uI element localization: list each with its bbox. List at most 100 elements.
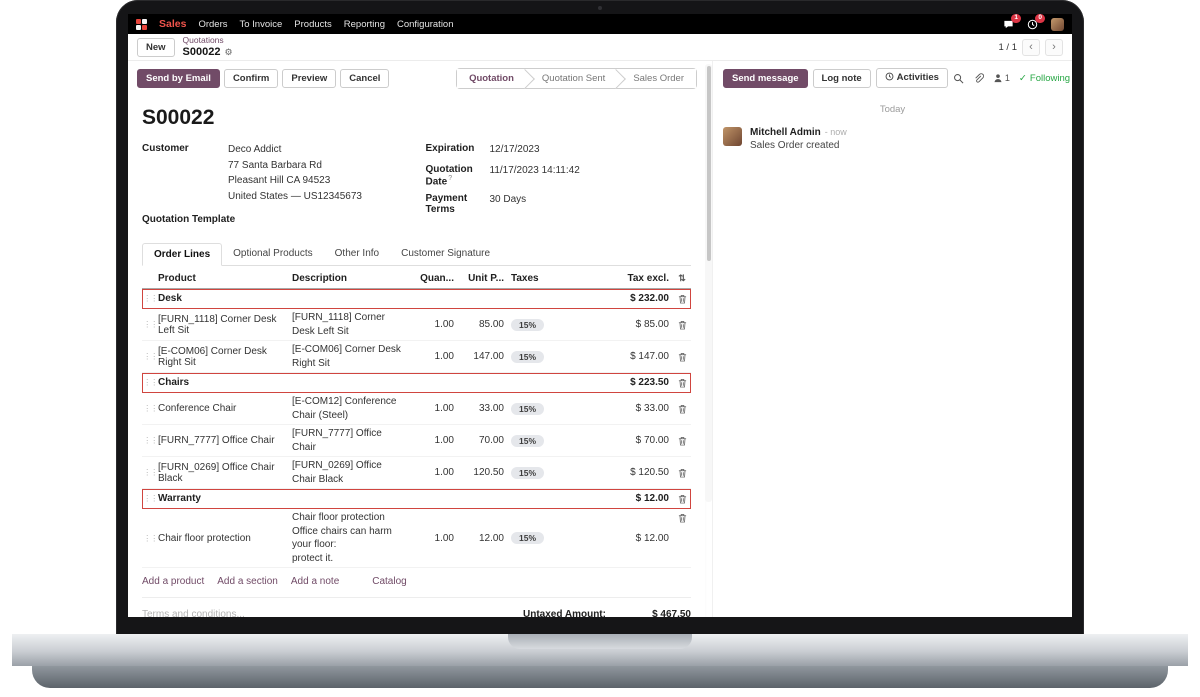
menu-products[interactable]: Products — [294, 18, 332, 30]
cell-description[interactable]: [E-COM06] Corner Desk Right Sit — [292, 344, 401, 369]
column-options-icon[interactable]: ⇅ — [678, 273, 686, 283]
delete-row-icon[interactable] — [673, 352, 691, 362]
delete-row-icon[interactable] — [673, 468, 691, 478]
cell-product[interactable]: [FURN_1118] Corner Desk Left Sit — [158, 313, 277, 336]
tab-other-info[interactable]: Other Info — [334, 248, 380, 259]
cell-unit-price[interactable]: 85.00 — [478, 319, 504, 330]
cell-quantity[interactable]: 1.00 — [434, 319, 454, 330]
drag-handle-icon[interactable]: ⋮⋮ — [143, 493, 159, 503]
section-row-desk[interactable]: ⋮⋮ Desk $ 232.00 — [142, 289, 691, 309]
header-tax-excl[interactable]: Tax excl. — [627, 273, 669, 284]
section-row-chairs[interactable]: ⋮⋮ Chairs $ 223.50 — [142, 373, 691, 393]
new-button[interactable]: New — [137, 37, 175, 57]
delete-row-icon[interactable] — [673, 494, 691, 504]
log-note-button[interactable]: Log note — [812, 68, 871, 88]
apps-grid-icon[interactable] — [136, 18, 147, 30]
user-avatar[interactable] — [1051, 17, 1064, 31]
delete-row-icon[interactable] — [673, 378, 691, 388]
app-name[interactable]: Sales — [159, 18, 187, 30]
tab-customer-signature[interactable]: Customer Signature — [401, 248, 491, 259]
header-unit-price[interactable]: Unit P... — [468, 273, 504, 284]
table-row[interactable]: ⋮⋮ [FURN_1118] Corner Desk Left Sit [FUR… — [142, 309, 691, 341]
add-note-link[interactable]: Add a note — [290, 576, 340, 587]
drag-handle-icon[interactable]: ⋮⋮ — [143, 293, 159, 303]
scrollbar-thumb[interactable] — [706, 66, 711, 261]
attachment-icon[interactable] — [973, 72, 984, 84]
tab-order-lines[interactable]: Order Lines — [142, 243, 223, 266]
header-description[interactable]: Description — [292, 273, 348, 284]
add-section-link[interactable]: Add a section — [217, 576, 278, 587]
header-taxes[interactable]: Taxes — [511, 273, 539, 284]
delete-row-icon[interactable] — [673, 404, 691, 414]
cell-unit-price[interactable]: 120.50 — [473, 467, 504, 478]
cell-product[interactable]: [FURN_0269] Office Chair Black — [158, 461, 275, 484]
quotation-date-value[interactable]: 11/17/2023 14:11:42 — [489, 164, 580, 176]
menu-to-invoice[interactable]: To Invoice — [239, 18, 283, 30]
catalog-link[interactable]: Catalog — [372, 576, 407, 587]
table-row[interactable]: ⋮⋮ [E-COM06] Corner Desk Right Sit [E-CO… — [142, 341, 691, 373]
section-name[interactable]: Desk — [158, 293, 182, 304]
cell-product[interactable]: [FURN_7777] Office Chair — [158, 435, 275, 446]
cell-quantity[interactable]: 1.00 — [434, 532, 454, 544]
table-row[interactable]: ⋮⋮ Chair floor protection Chair floor pr… — [142, 509, 691, 568]
tax-badge[interactable]: 15% — [511, 434, 545, 447]
delete-row-icon[interactable] — [673, 294, 691, 304]
drag-handle-icon[interactable]: ⋮⋮ — [143, 319, 159, 329]
cell-quantity[interactable]: 1.00 — [434, 435, 454, 446]
drag-handle-icon[interactable]: ⋮⋮ — [143, 532, 159, 543]
drag-handle-icon[interactable]: ⋮⋮ — [143, 403, 159, 413]
cell-description[interactable]: [FURN_1118] Corner Desk Left Sit — [292, 312, 385, 337]
add-product-link[interactable]: Add a product — [142, 576, 205, 587]
menu-configuration[interactable]: Configuration — [396, 18, 454, 30]
tab-optional-products[interactable]: Optional Products — [233, 248, 313, 259]
send-message-button[interactable]: Send message — [723, 68, 808, 88]
cell-quantity[interactable]: 1.00 — [434, 467, 454, 478]
cell-unit-price[interactable]: 147.00 — [473, 351, 504, 362]
preview-button[interactable]: Preview — [282, 69, 337, 88]
drag-handle-icon[interactable]: ⋮⋮ — [143, 377, 159, 387]
vertical-scrollbar[interactable] — [705, 64, 712, 502]
step-quotation[interactable]: Quotation — [457, 69, 526, 88]
table-row[interactable]: ⋮⋮ [FURN_7777] Office Chair [FURN_7777] … — [142, 425, 691, 457]
cell-unit-price[interactable]: 33.00 — [478, 403, 504, 414]
tax-badge[interactable]: 15% — [511, 532, 545, 544]
cell-product[interactable]: [E-COM06] Corner Desk Right Sit — [158, 345, 267, 368]
cancel-button[interactable]: Cancel — [340, 69, 390, 88]
cell-unit-price[interactable]: 70.00 — [478, 435, 504, 446]
delete-row-icon[interactable] — [673, 320, 691, 330]
chatter-message[interactable]: Mitchell Admin - now Sales Order created — [723, 127, 1062, 151]
cell-description[interactable]: [FURN_0269] Office Chair Black — [292, 460, 382, 485]
search-icon[interactable] — [953, 73, 964, 84]
customer-name[interactable]: Deco Addict — [228, 144, 282, 155]
section-row-warranty[interactable]: ⋮⋮ Warranty $ 12.00 — [142, 489, 691, 509]
payment-terms-value[interactable]: 30 Days — [489, 193, 527, 205]
cell-product[interactable]: Chair floor protection — [158, 532, 251, 544]
pager-next-icon[interactable]: › — [1045, 38, 1063, 56]
section-name[interactable]: Warranty — [158, 493, 201, 504]
page-title[interactable]: S00022 — [142, 106, 215, 129]
delete-row-icon[interactable] — [673, 436, 691, 446]
header-product[interactable]: Product — [158, 273, 196, 284]
cell-product[interactable]: Conference Chair — [158, 403, 237, 414]
cell-quantity[interactable]: 1.00 — [434, 351, 454, 362]
cell-quantity[interactable]: 1.00 — [434, 403, 454, 414]
expiration-value[interactable]: 12/17/2023 — [489, 144, 540, 155]
activities-clock-icon[interactable]: 0 — [1027, 14, 1045, 30]
messages-icon[interactable]: 1 — [1003, 14, 1021, 30]
pager-previous-icon[interactable]: ‹ — [1022, 38, 1040, 56]
step-quotation-sent[interactable]: Quotation Sent — [525, 69, 618, 88]
step-sales-order[interactable]: Sales Order — [617, 69, 696, 88]
tax-badge[interactable]: 15% — [511, 350, 545, 363]
cell-unit-price[interactable]: 12.00 — [478, 532, 504, 544]
customer-value[interactable]: Deco Addict 77 Santa Barbara Rd Pleasant… — [228, 142, 362, 204]
header-quantity[interactable]: Quan... — [420, 273, 454, 284]
cell-description[interactable]: Chair floor protection Office chairs can… — [292, 512, 392, 564]
drag-handle-icon[interactable]: ⋮⋮ — [143, 351, 159, 361]
activities-button[interactable]: Activities — [875, 68, 948, 88]
table-row[interactable]: ⋮⋮ Conference Chair [E-COM12] Conference… — [142, 393, 691, 425]
table-row[interactable]: ⋮⋮ [FURN_0269] Office Chair Black [FURN_… — [142, 457, 691, 489]
menu-reporting[interactable]: Reporting — [343, 18, 385, 30]
cell-description[interactable]: [FURN_7777] Office Chair — [292, 428, 382, 453]
section-name[interactable]: Chairs — [158, 377, 190, 388]
drag-handle-icon[interactable]: ⋮⋮ — [143, 467, 159, 477]
